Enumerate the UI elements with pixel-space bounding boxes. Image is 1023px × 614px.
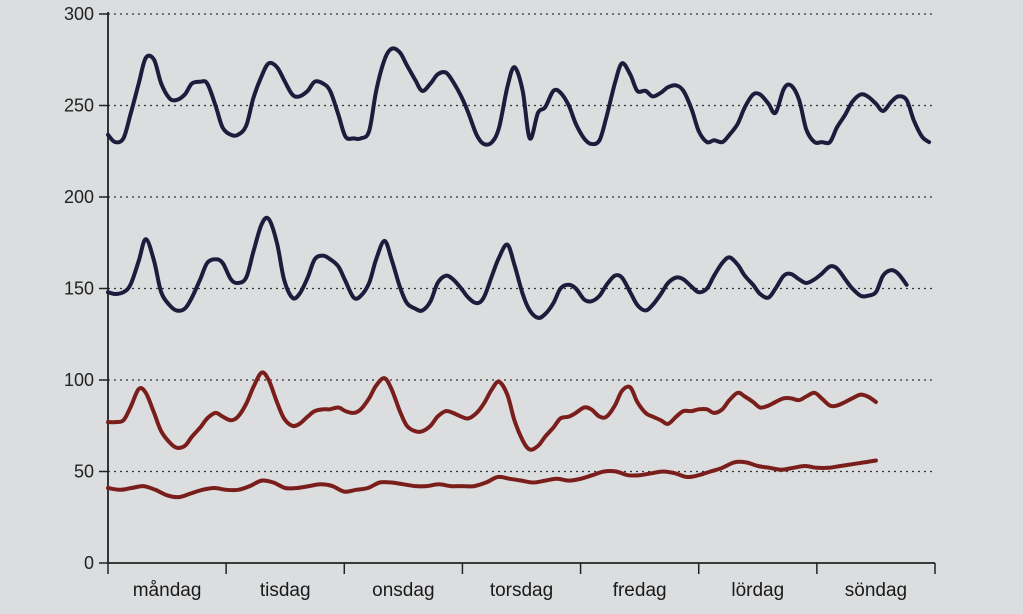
x-tick-label: söndag xyxy=(845,580,907,601)
x-tick-label: lördag xyxy=(731,580,784,601)
x-axis: måndag tisdag onsdag torsdag fredag lördag sön… xyxy=(107,562,936,601)
y-tick-label: 200 xyxy=(64,187,94,207)
x-tick-label: måndag xyxy=(133,580,202,601)
y-tick-label: 0 xyxy=(84,553,94,573)
series-line-2 xyxy=(106,215,909,320)
series-lines xyxy=(106,46,932,500)
y-tick-label: 150 xyxy=(64,279,94,299)
x-tick-label: fredag xyxy=(613,580,667,601)
x-tick-label: tisdag xyxy=(260,580,311,601)
series-line-4 xyxy=(106,458,878,500)
series-line-3 xyxy=(106,370,878,452)
y-tick-label: 100 xyxy=(64,370,94,390)
y-tick-label: 300 xyxy=(64,4,94,24)
y-axis: 0 50 100 150 200 250 300 xyxy=(64,4,109,573)
y-tick-label: 250 xyxy=(64,96,94,116)
series-line-1 xyxy=(106,46,932,147)
x-tick-label: onsdag xyxy=(372,580,434,601)
x-tick-label: torsdag xyxy=(490,580,553,601)
y-tick-label: 50 xyxy=(74,462,94,482)
